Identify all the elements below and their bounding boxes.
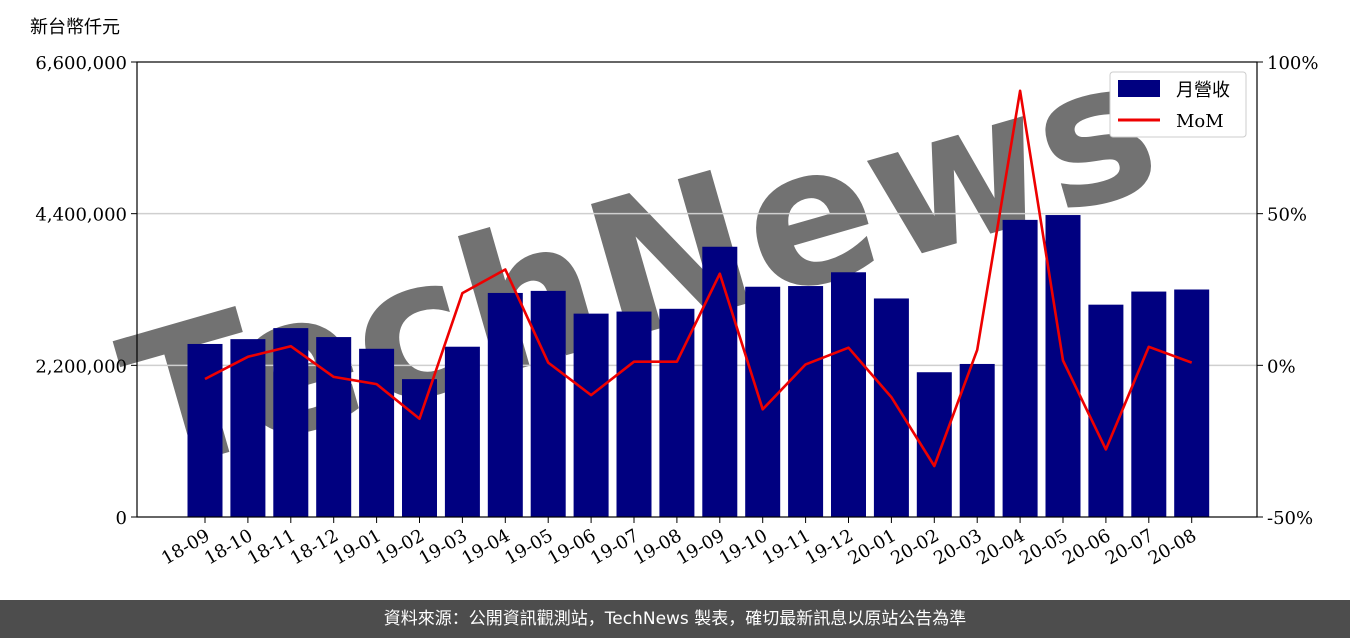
bar xyxy=(1088,304,1124,517)
bar xyxy=(1131,291,1167,517)
y-tick-label: 6,600,000 xyxy=(35,53,127,74)
y-tick-label: 2,200,000 xyxy=(35,356,127,377)
y2-tick-label: -50% xyxy=(1267,508,1313,529)
x-tick-label: 20-08 xyxy=(1145,525,1200,569)
y-tick-label: 4,400,000 xyxy=(35,205,127,226)
x-tick-label: 19-05 xyxy=(501,525,556,569)
x-tick-label: 20-07 xyxy=(1102,525,1157,569)
source-footer: 資料來源：公開資訊觀測站，TechNews 製表，確切最新訊息以原站公告為準 xyxy=(0,600,1350,638)
x-tick-label: 19-11 xyxy=(759,525,814,569)
x-tick-label: 19-08 xyxy=(630,525,685,569)
x-tick-label: 20-05 xyxy=(1016,525,1071,569)
right-axis-ticks: -50% 0% 50% 100% xyxy=(1257,53,1318,529)
y2-tick-label: 50% xyxy=(1267,205,1307,226)
left-axis-ticks: 0 2,200,000 4,400,000 6,600,000 xyxy=(35,53,137,529)
bar xyxy=(702,246,738,517)
x-tick-label: 20-06 xyxy=(1059,525,1114,569)
bar-series xyxy=(187,215,1210,517)
bar xyxy=(745,286,781,517)
x-tick-label: 20-02 xyxy=(887,525,942,569)
bar xyxy=(402,379,437,517)
mom-series xyxy=(204,89,1193,468)
y2-tick-label: 0% xyxy=(1267,356,1296,377)
x-tick-label: 19-01 xyxy=(330,525,385,569)
legend: 月營收 MoM xyxy=(1109,71,1247,138)
x-tick-label: 19-06 xyxy=(544,525,599,569)
plot-frame xyxy=(136,61,1258,518)
bar xyxy=(573,313,609,517)
legend-swatch-bar xyxy=(1118,80,1160,97)
x-tick-label: 19-10 xyxy=(716,525,771,569)
bar xyxy=(1045,215,1081,517)
x-tick-label: 20-04 xyxy=(973,525,1028,569)
x-tick-label: 18-09 xyxy=(158,525,213,569)
x-tick-label: 19-07 xyxy=(587,525,642,569)
x-tick-label: 19-02 xyxy=(373,525,428,569)
x-tick-label: 19-12 xyxy=(802,525,857,569)
bar xyxy=(444,346,480,517)
x-tick-label: 18-11 xyxy=(244,525,299,569)
bar xyxy=(359,348,395,517)
y-tick-label: 0 xyxy=(116,508,127,529)
bar xyxy=(788,286,824,517)
bar xyxy=(530,290,566,517)
unit-label: 新台幣仟元 xyxy=(30,17,120,38)
bar xyxy=(1174,289,1210,517)
bar xyxy=(831,272,866,517)
x-tick-label: 20-01 xyxy=(844,525,899,569)
x-tick-label: 19-04 xyxy=(458,525,513,569)
mom-line xyxy=(204,89,1193,468)
x-tick-label: 18-10 xyxy=(201,525,256,569)
bar xyxy=(873,298,909,517)
chart: TechNews 新台幣仟元 02,200,0004,400,0006,600,… xyxy=(30,14,1318,569)
bar xyxy=(316,337,352,517)
bar xyxy=(230,339,266,517)
x-axis-ticks: 18-0918-1018-1118-1219-0119-0219-0319-04… xyxy=(158,517,1200,569)
bar xyxy=(273,328,309,517)
bar xyxy=(616,311,652,517)
x-tick-label: 19-03 xyxy=(415,525,470,569)
bar xyxy=(916,372,952,517)
x-tick-label: 18-12 xyxy=(287,525,342,569)
x-tick-label: 19-09 xyxy=(673,525,728,569)
x-tick-label: 20-03 xyxy=(930,525,985,569)
legend-label: MoM xyxy=(1176,111,1224,132)
legend-label: 月營收 xyxy=(1176,80,1230,101)
bar xyxy=(1002,219,1038,517)
bar xyxy=(487,292,523,517)
bar xyxy=(959,363,995,517)
bar xyxy=(659,308,695,517)
bar xyxy=(187,343,223,517)
y2-tick-label: 100% xyxy=(1267,53,1318,74)
